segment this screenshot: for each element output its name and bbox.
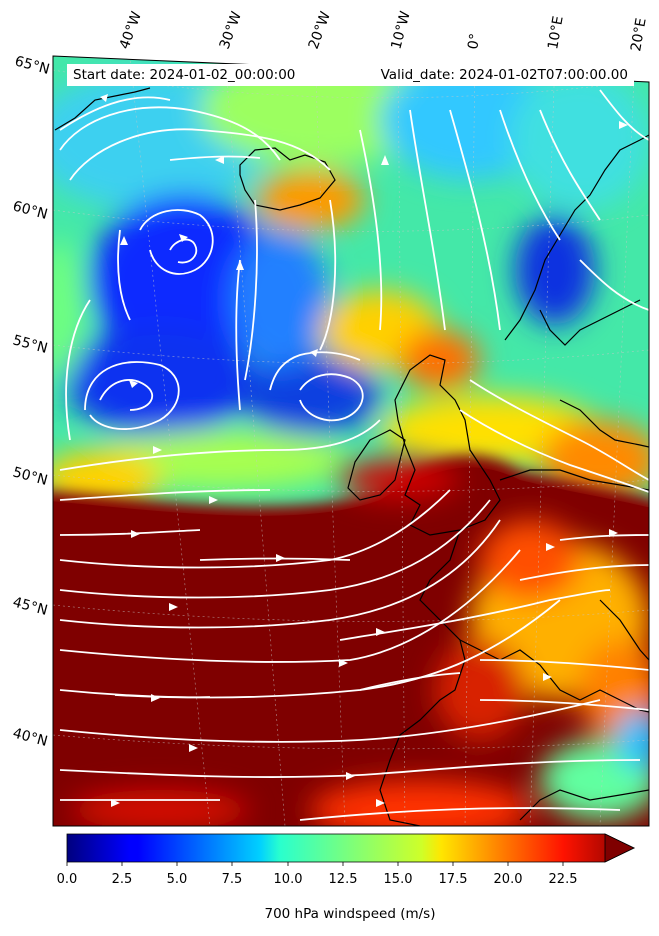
valid-date-label: Valid_date: 2024-01-02T07:00:00.00 [380,67,628,83]
colorbar-title: 700 hPa windspeed (m/s) [264,906,436,922]
date-info-box: Start date: 2024-01-02_00:00:00 Valid_da… [67,64,634,86]
lon-label: 30°W [217,9,245,51]
lon-label: 0° [465,32,484,50]
latitude-labels: 65°N 60°N 55°N 50°N 45°N 40°N [11,53,51,750]
lat-label: 40°N [11,725,49,750]
start-date-label: Start date: 2024-01-02_00:00:00 [73,67,296,83]
colorbar-tick-label: 12.5 [328,872,358,887]
colorbar-tick-label: 10.0 [273,872,303,887]
colorbar [66,833,635,866]
colorbar-tick-label: 5.0 [166,872,188,887]
lon-label: 20°E [628,17,650,53]
lat-label: 45°N [11,594,49,619]
windspeed-field [53,56,649,826]
colorbar-ticks [66,862,564,866]
longitude-labels: 40°W 30°W 20°W 10°W 0° 10°E 20°E [117,9,650,52]
colorbar-tick-label: 17.5 [438,872,468,887]
colorbar-tick-label: 15.0 [383,872,413,887]
lon-label: 10°E [545,15,567,51]
lat-label: 60°N [11,198,49,223]
lon-label: 20°W [306,9,334,51]
lon-label: 10°W [388,9,414,51]
lon-label: 40°W [117,9,145,51]
colorbar-tick-label: 0.0 [56,872,78,887]
colorbar-tick-label: 2.5 [111,872,133,887]
colorbar-bar [66,833,635,863]
colorbar-extend-max [604,833,635,863]
wind-streamlines [59,89,649,821]
streamline-arrows [100,94,628,807]
lat-label: 50°N [11,464,49,489]
colorbar-tick-label: 20.0 [493,872,523,887]
colorbar-tick-label: 7.5 [221,872,243,887]
coastlines [54,87,649,826]
colorbar-tick-label: 22.5 [548,872,578,887]
lat-label: 65°N [13,53,51,78]
lat-label: 55°N [11,332,49,357]
